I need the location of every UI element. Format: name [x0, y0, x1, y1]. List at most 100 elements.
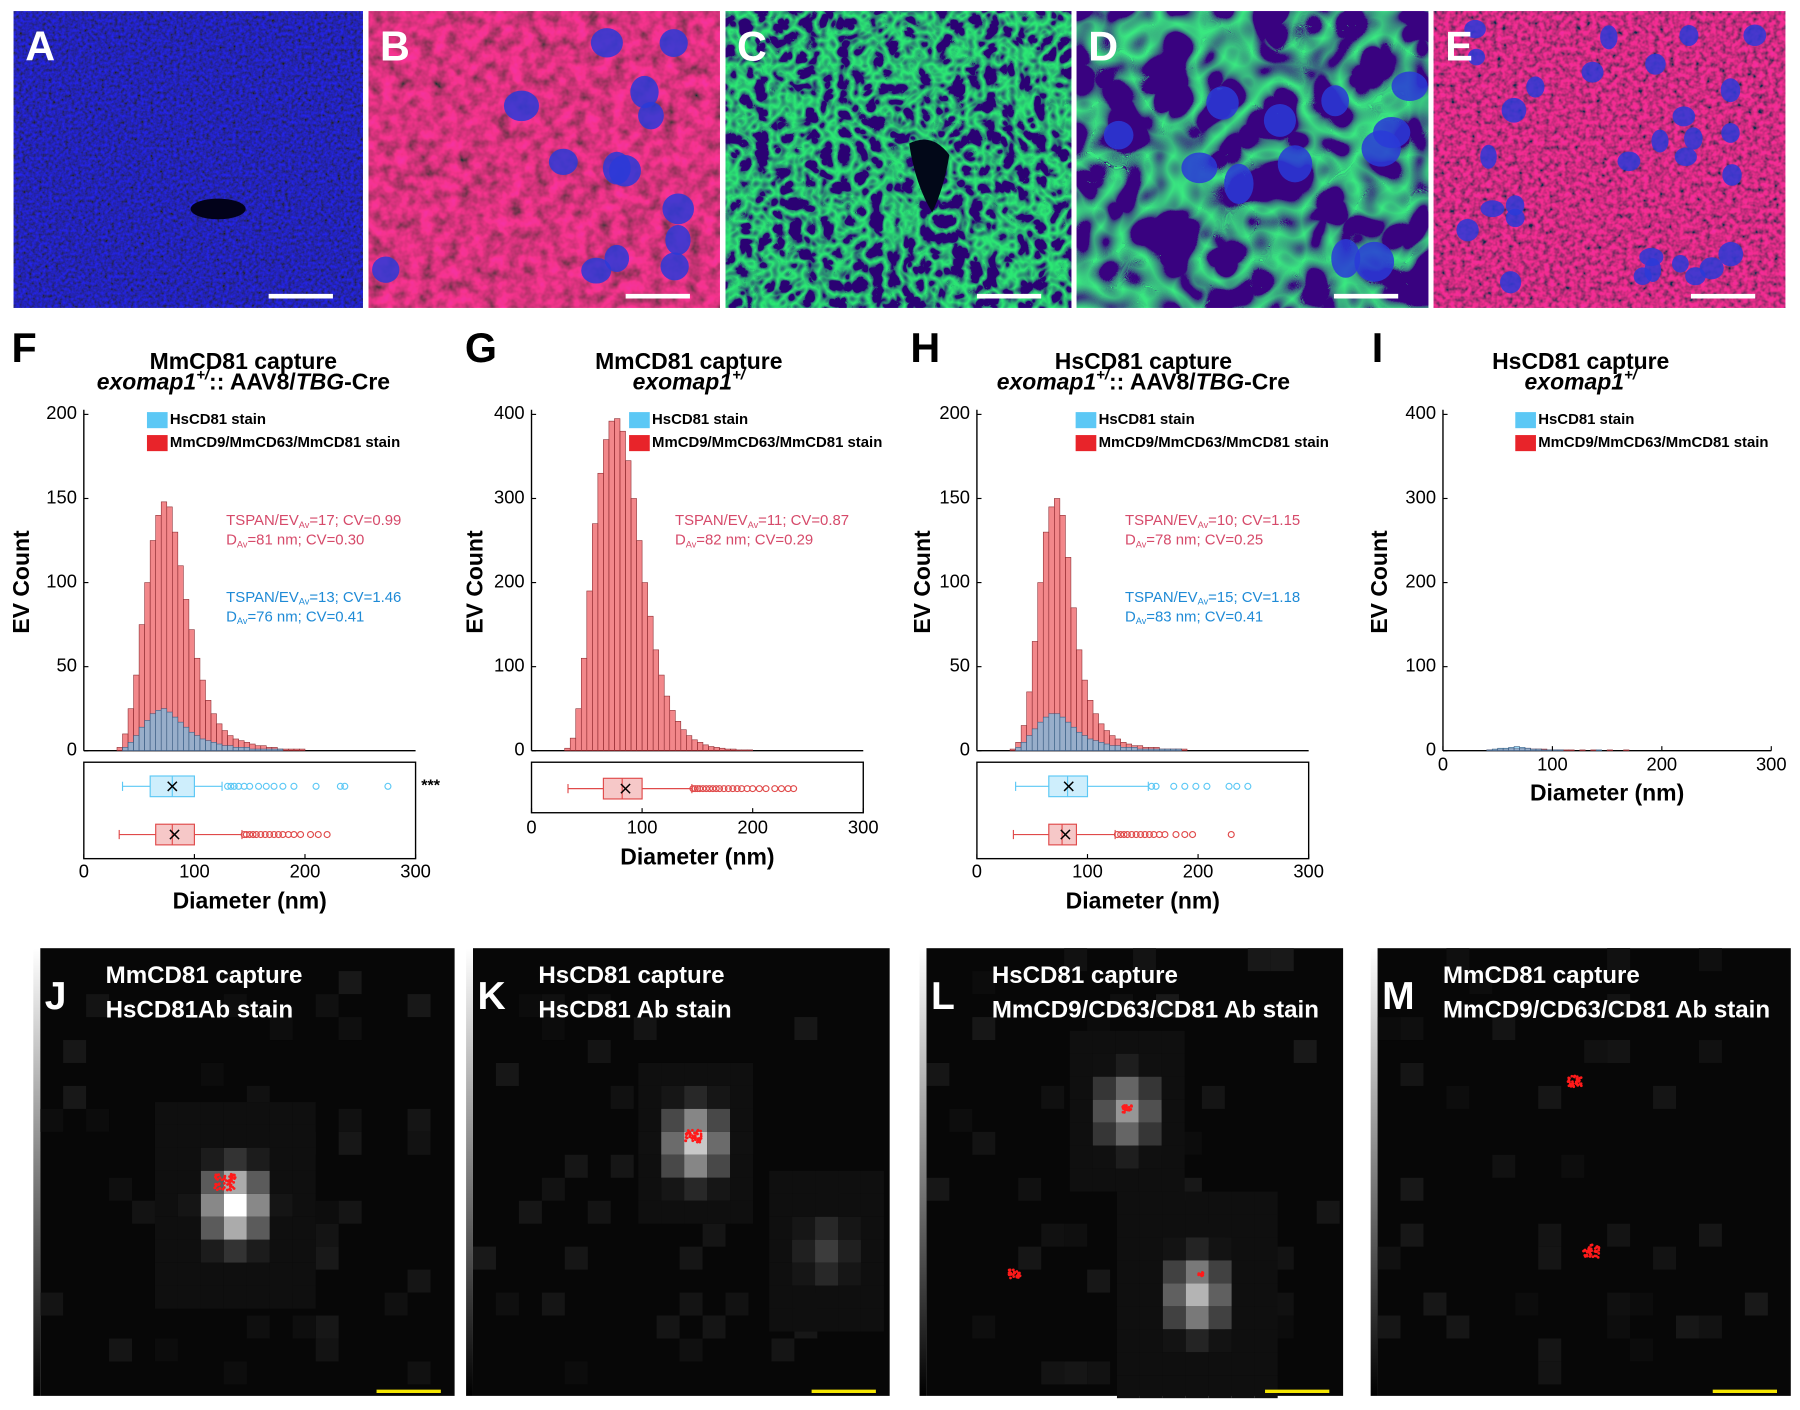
histogram-bar — [702, 744, 709, 752]
localization — [693, 1138, 697, 1142]
y-tick-label: 150 — [939, 486, 970, 507]
signal-pixel — [177, 1262, 201, 1286]
signal-pixel — [707, 1131, 731, 1155]
signal-pixel — [1231, 1352, 1255, 1376]
outlier — [1113, 830, 1121, 839]
signal-pixel — [1254, 1214, 1278, 1238]
noise-pixel — [1607, 948, 1631, 972]
outlier — [709, 785, 717, 793]
subtitle-part: exomap1 — [1525, 368, 1624, 394]
noise-pixel — [1110, 994, 1134, 1018]
localization — [1012, 1275, 1016, 1279]
noise-pixel — [1469, 971, 1493, 995]
signal-pixel — [638, 1062, 662, 1086]
signal-pixel — [200, 1147, 224, 1171]
outlier — [323, 830, 331, 839]
outlier — [261, 830, 269, 839]
localization — [215, 1173, 219, 1177]
noise-pixel — [1607, 1040, 1631, 1063]
y-tick-label: 50 — [57, 655, 77, 676]
localization — [221, 1187, 225, 1191]
signal-pixel — [154, 1262, 178, 1286]
signal-pixel — [1185, 1191, 1209, 1215]
noise-pixel — [1041, 1085, 1065, 1109]
signal-pixel — [1162, 1283, 1186, 1307]
localization — [232, 1181, 236, 1184]
signal-pixel — [1162, 1191, 1186, 1215]
noise-pixel — [407, 994, 431, 1018]
x-tick-label: 200 — [1183, 860, 1214, 881]
y-tick-label: 300 — [494, 486, 525, 507]
boxplot-frame — [976, 761, 1310, 860]
signal-pixel — [292, 1216, 316, 1240]
noise-pixel — [1041, 1361, 1065, 1385]
signal-pixel — [177, 1285, 201, 1309]
noise-pixel — [564, 1154, 588, 1178]
localization — [699, 1129, 703, 1133]
localization — [1018, 1271, 1021, 1275]
signal-pixel — [661, 1200, 685, 1224]
signal-pixel — [792, 1262, 816, 1286]
localization — [1007, 1268, 1011, 1272]
histogram-bar — [288, 748, 295, 752]
image-caption: MmCD9/CD63/CD81 Ab stain — [992, 997, 1319, 1024]
signal-pixel — [200, 1262, 224, 1286]
noise-pixel — [40, 1292, 64, 1316]
signal-pixel — [684, 1177, 708, 1201]
noise-pixel — [1607, 1315, 1631, 1339]
localization — [1579, 1084, 1583, 1088]
y-axis-label: EV Count — [909, 530, 935, 634]
outlier — [1161, 830, 1169, 839]
outlier — [1181, 830, 1189, 839]
localization — [699, 1132, 703, 1136]
signal-pixel — [661, 1177, 685, 1201]
legend-swatch — [146, 412, 168, 429]
localization — [1015, 1270, 1019, 1273]
localization — [225, 1188, 229, 1192]
localization — [232, 1187, 236, 1190]
annotation-part: D — [1125, 609, 1136, 626]
subtitle-part: -Cre — [344, 368, 390, 394]
histogram-bar — [1070, 726, 1077, 752]
localization — [699, 1134, 703, 1138]
nucleus — [1639, 247, 1664, 267]
signal-pixel — [292, 1262, 316, 1286]
boxplot-frame — [530, 761, 864, 814]
outlier — [262, 782, 270, 790]
histogram-bar — [1092, 740, 1099, 752]
colorbar — [466, 948, 473, 1396]
vessel — [190, 198, 246, 220]
outlier — [227, 782, 235, 790]
signal-pixel — [769, 1216, 793, 1240]
localization — [1015, 1275, 1019, 1278]
annotation-part: =78 nm; CV=0.25 — [1146, 532, 1263, 549]
legend-label: HsCD81 stain — [1538, 411, 1634, 428]
localization — [688, 1133, 692, 1137]
signal-pixel — [1254, 1329, 1278, 1353]
noise-pixel — [610, 1085, 634, 1109]
histogram-bar — [1125, 747, 1133, 752]
histogram-bar — [1042, 716, 1050, 752]
subtitle-part: +/ — [1096, 366, 1111, 383]
signal-pixel — [177, 1216, 201, 1240]
signal-pixel — [1115, 1076, 1139, 1100]
localization — [222, 1177, 226, 1181]
signal-pixel — [1139, 1214, 1163, 1238]
histogram-bar — [138, 726, 145, 752]
signal-pixel — [1208, 1191, 1232, 1215]
signal-pixel — [815, 1193, 839, 1217]
localization — [1571, 1080, 1574, 1084]
localization — [1593, 1247, 1597, 1250]
annotation-part: Av — [299, 520, 310, 530]
chart-subtitle: exomap1+/:: AAV8/TBG-Cre — [997, 366, 1290, 394]
histogram-bar — [1059, 515, 1066, 752]
nucleus — [1467, 48, 1486, 66]
outlier — [762, 785, 770, 793]
histogram-bar — [652, 649, 659, 752]
signal-pixel — [792, 1170, 816, 1194]
outlier — [715, 785, 724, 793]
outlier — [777, 785, 785, 793]
signal-pixel — [815, 1262, 839, 1286]
histogram-bar — [1170, 748, 1177, 752]
signal-pixel — [1185, 1237, 1209, 1261]
